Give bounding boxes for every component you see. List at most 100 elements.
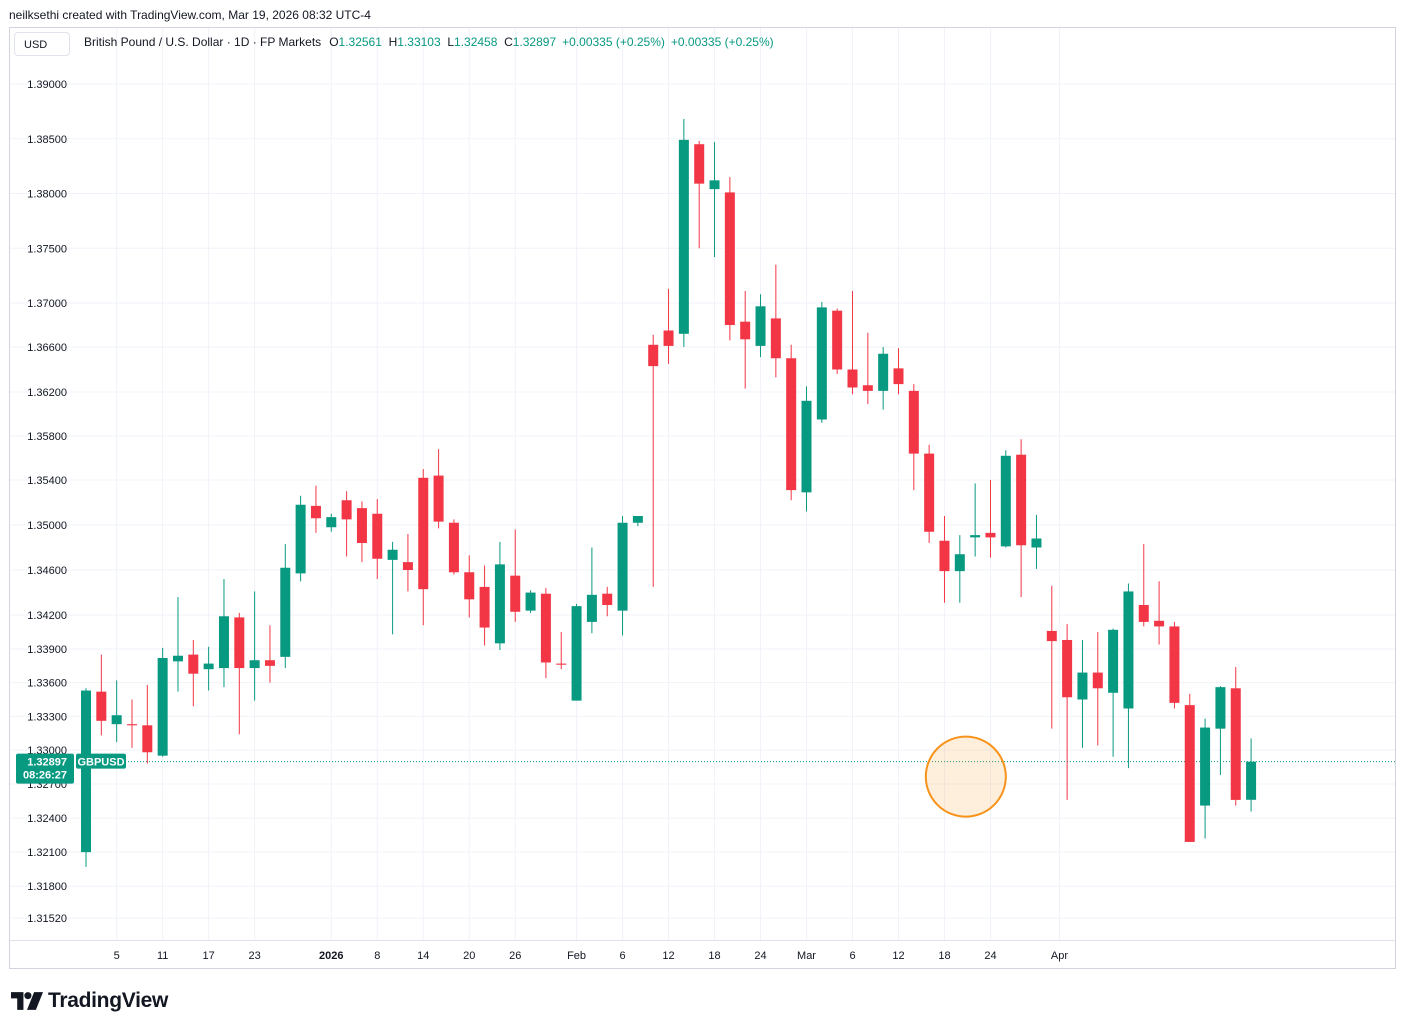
candle-down — [448, 519, 459, 575]
candle-body — [126, 724, 137, 726]
highlight-circle — [924, 735, 1007, 818]
candle-body — [893, 368, 904, 385]
y-tick-label: 1.32100 — [27, 847, 67, 859]
candle-body — [372, 513, 383, 559]
candle-body — [694, 144, 705, 184]
candle-up — [326, 513, 337, 532]
candle-down — [648, 334, 659, 587]
candle-body — [709, 180, 720, 190]
x-tick-label: 12 — [892, 950, 904, 962]
candle-up — [632, 516, 643, 527]
x-tick-label: 2026 — [319, 950, 343, 962]
candle-body — [494, 564, 505, 644]
candle-down — [740, 290, 751, 389]
candle-up — [1031, 514, 1042, 569]
candle-down — [479, 565, 490, 646]
x-tick-label: 18 — [938, 950, 950, 962]
x-tick-label: 6 — [849, 950, 855, 962]
x-tick-label: 23 — [249, 950, 261, 962]
candle-up — [878, 347, 889, 410]
candle-up — [494, 541, 505, 651]
candle-body — [218, 616, 229, 669]
candle-body — [402, 562, 413, 570]
candle-body — [525, 592, 536, 611]
candle-body — [188, 654, 199, 674]
open-value: 1.32561 — [338, 35, 382, 49]
candle-body — [1031, 538, 1042, 548]
candle-down — [1184, 693, 1195, 842]
candle-down — [1230, 666, 1241, 806]
candle-up — [1077, 639, 1088, 748]
candles — [81, 119, 1257, 867]
candle-up — [1200, 718, 1211, 839]
candle-body — [295, 504, 306, 574]
candle-body — [847, 369, 858, 388]
candle-body — [755, 306, 766, 346]
candle-up — [387, 541, 398, 635]
candle-down — [770, 264, 781, 378]
candle-down — [1138, 544, 1149, 627]
candle-body — [1077, 672, 1088, 700]
candle-body — [418, 477, 429, 590]
candle-up — [1123, 583, 1134, 769]
y-tick-label: 1.34200 — [27, 610, 67, 622]
x-tick-label: 5 — [114, 950, 120, 962]
low-label: L — [447, 35, 455, 49]
candle-body — [479, 586, 490, 628]
x-tick-label: 17 — [203, 950, 215, 962]
candle-up — [203, 646, 214, 691]
candle-body — [678, 139, 689, 334]
candle-body — [602, 593, 613, 605]
candle-down — [1154, 581, 1165, 645]
y-tick-label: 1.35400 — [27, 475, 67, 487]
candle-down — [862, 332, 873, 405]
change-value: +0.00335 (+0.25%) — [562, 35, 665, 49]
symbol-title[interactable]: British Pound / U.S. Dollar · 1D · FP Ma… — [84, 35, 322, 49]
chart-frame — [9, 27, 1396, 969]
candle-body — [1200, 727, 1211, 806]
candle-body — [1123, 591, 1134, 709]
candle-down — [234, 612, 245, 735]
y-tick-label: 1.38500 — [27, 134, 67, 146]
candle-body — [387, 549, 398, 560]
candle-up — [172, 597, 183, 692]
candle-down — [510, 529, 521, 622]
y-tick-label: 1.31800 — [27, 881, 67, 893]
candle-body — [1138, 604, 1149, 622]
candle-up — [249, 591, 260, 701]
candle-down — [1046, 585, 1057, 729]
candle-body — [632, 516, 643, 523]
price-axis: 1.39000 1.38500 1.38000 1.37500 1.37000 1.366… — [27, 79, 67, 925]
x-tick-label: 24 — [754, 950, 766, 962]
candle-body — [770, 318, 781, 359]
candle-down — [96, 654, 107, 736]
candle-up — [218, 579, 229, 688]
candle-down — [341, 491, 352, 557]
y-tick-label: 1.36200 — [27, 387, 67, 399]
candle-down — [540, 588, 551, 679]
candle-body — [648, 344, 659, 367]
candle-down — [310, 485, 321, 533]
tradingview-logo-icon — [11, 992, 43, 1010]
candle-body — [1000, 455, 1011, 547]
candle-body — [111, 715, 122, 725]
candle-up — [678, 119, 689, 347]
candle-body — [862, 385, 873, 391]
candle-down — [464, 555, 475, 618]
candle-body — [540, 593, 551, 663]
candle-down — [694, 140, 705, 249]
tradingview-logo[interactable]: TradingView — [11, 988, 168, 1014]
candle-up — [525, 590, 536, 613]
candle-body — [264, 660, 275, 666]
candle-up — [617, 516, 628, 636]
candle-body — [341, 500, 352, 520]
candle-body — [249, 660, 260, 669]
candle-down — [1169, 621, 1180, 709]
currency-button[interactable]: USD — [14, 32, 70, 56]
close-label: C — [504, 35, 513, 49]
candle-down — [433, 449, 444, 529]
candle-body — [724, 192, 735, 325]
symbol-legend: British Pound / U.S. Dollar · 1D · FP Ma… — [84, 35, 774, 49]
candle-down — [372, 499, 383, 580]
